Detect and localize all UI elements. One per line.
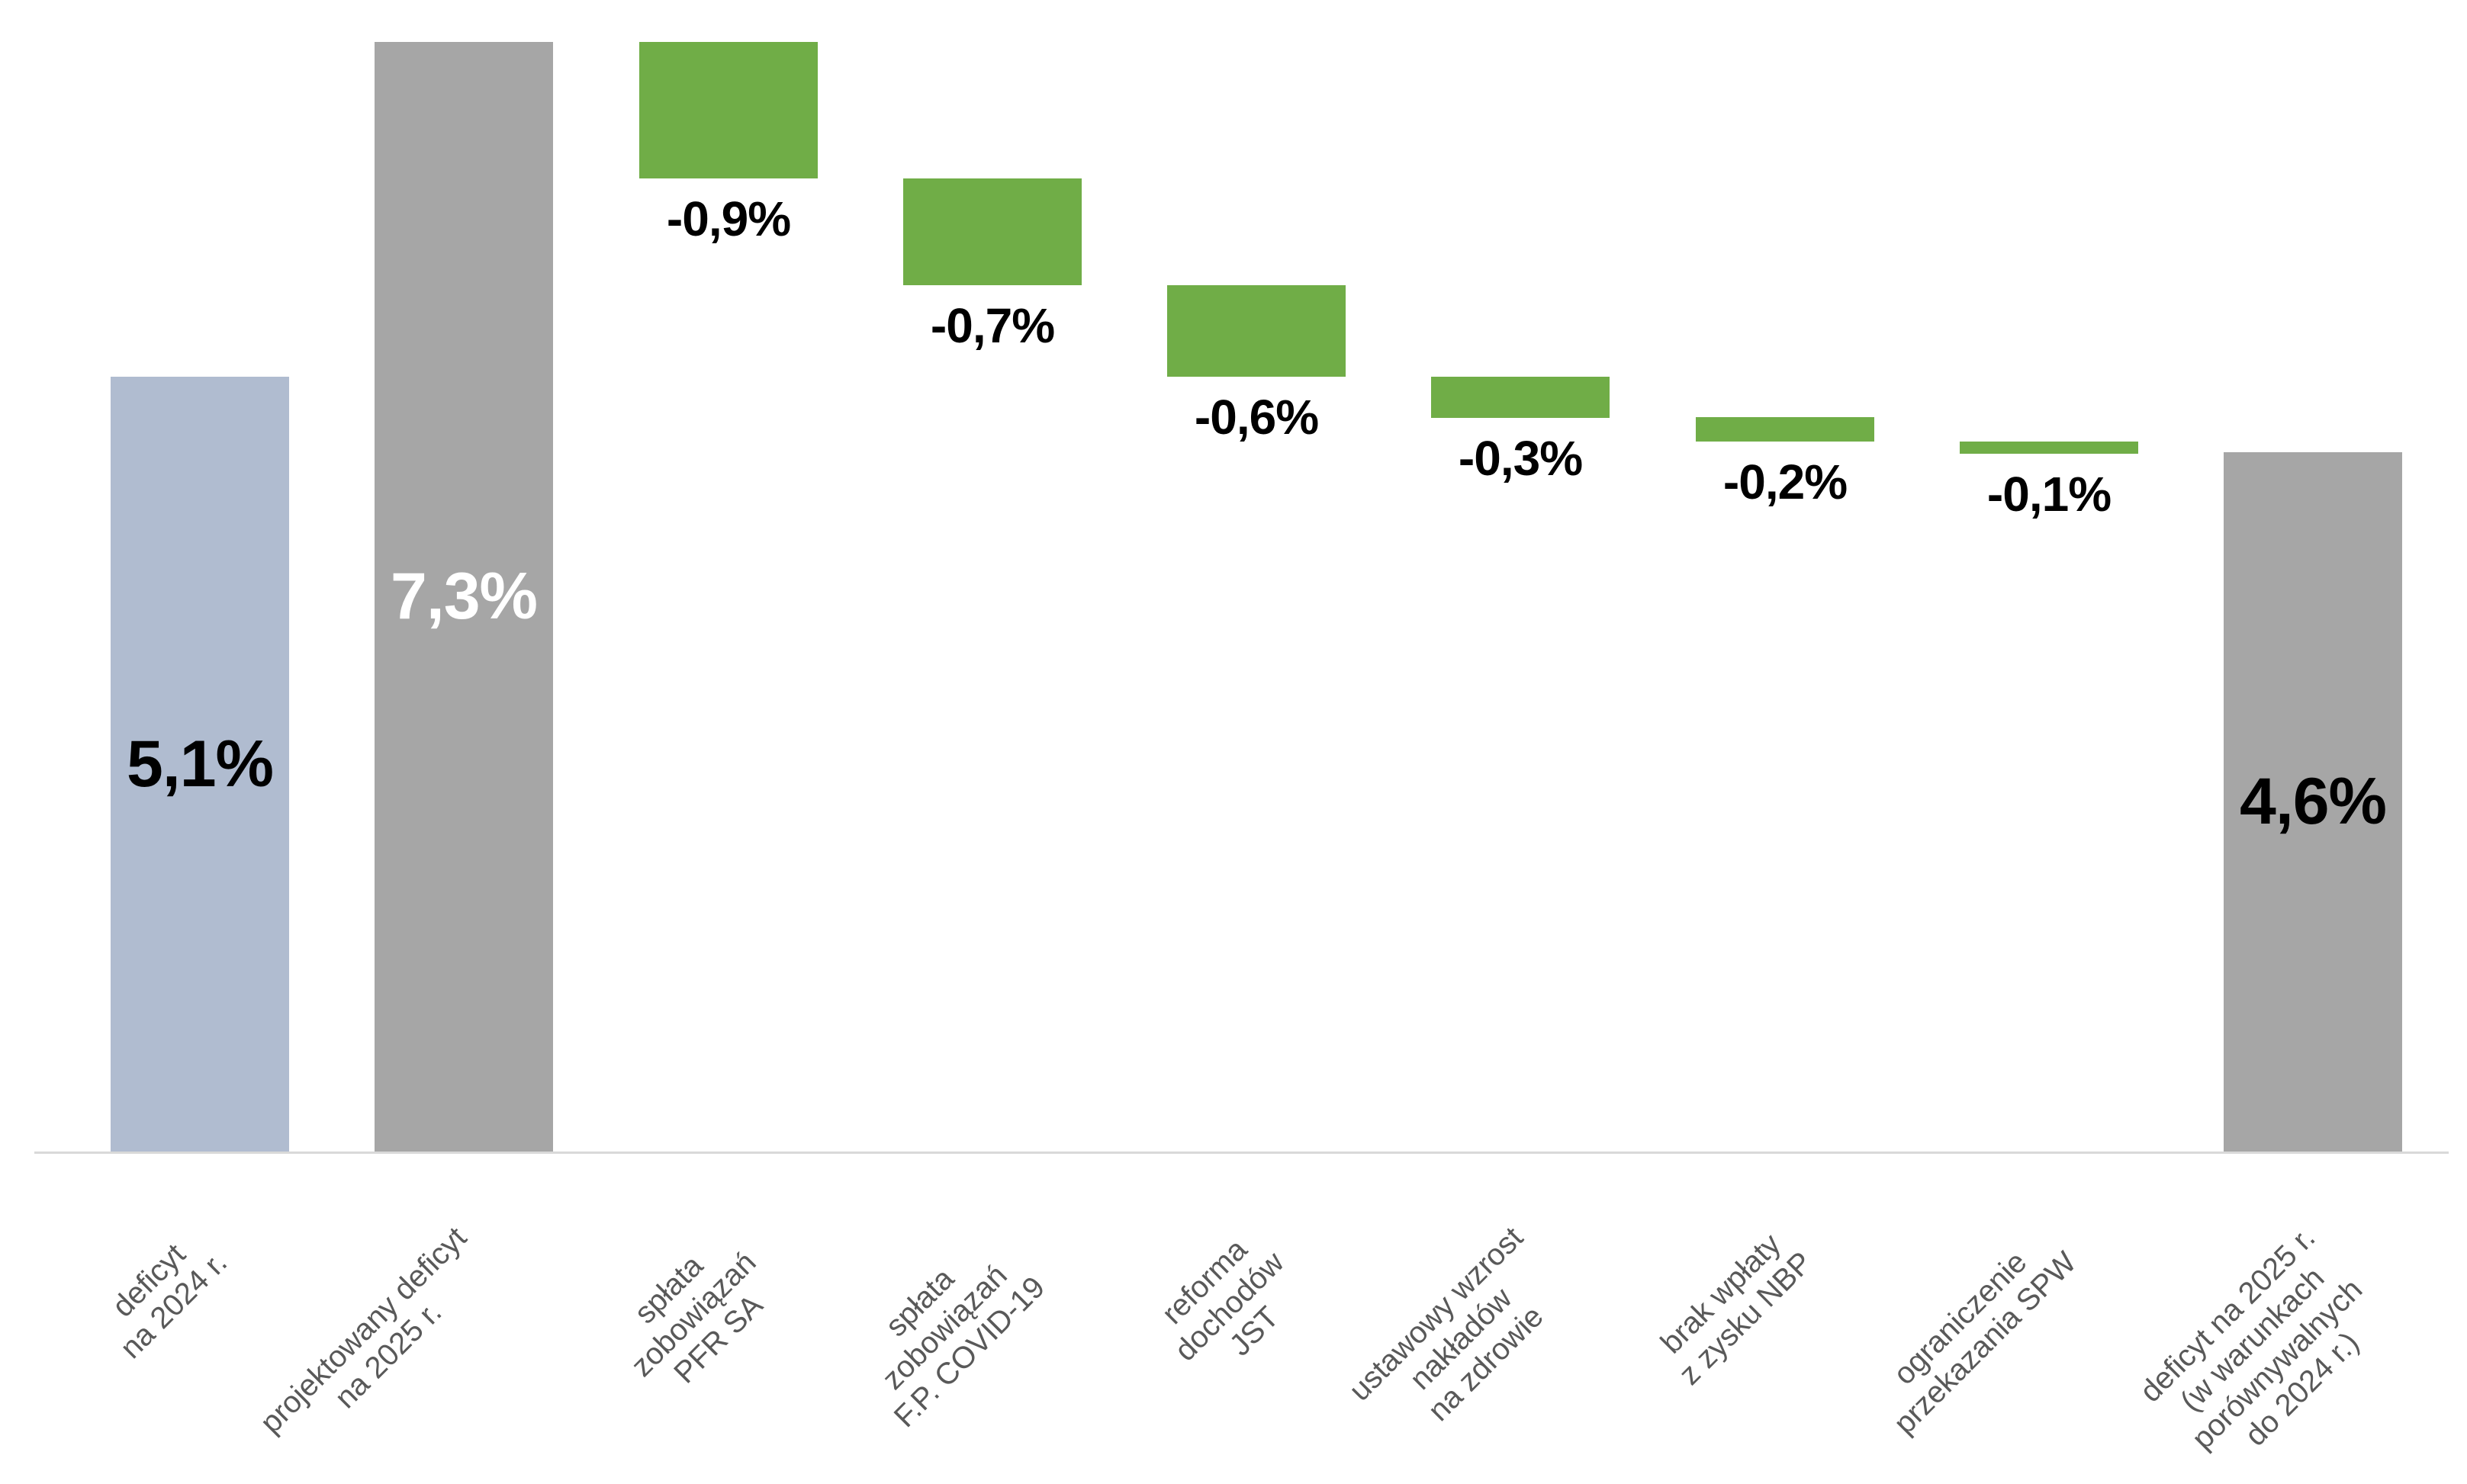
x-label-text: deficyt na 2024 r. — [88, 1220, 234, 1366]
value-label-deficyt-2024: 5,1% — [126, 727, 274, 801]
x-label-text: spłata zobowiązań F.P. COVID-19 — [838, 1220, 1052, 1434]
x-label-text: ograniczenie przekazania SPW — [1862, 1220, 2083, 1441]
bar-reforma-dochodow-jst — [1167, 285, 1346, 377]
value-label-splata-zobowiazan-pfr-sa: -0,9% — [666, 191, 791, 246]
value-label-splata-zobowiazan-fp-covid-19: -0,7% — [930, 298, 1055, 353]
x-label-text: brak wpłaty z zysku NBP — [1648, 1220, 1819, 1392]
value-label-ustawowy-wzrost-nakladow-na-zdrowie: -0,3% — [1458, 431, 1583, 486]
x-label-text: deficyt na 2025 r. (w warunkach porównywal… — [2134, 1220, 2398, 1484]
bar-projektowany-deficyt-2025 — [375, 42, 553, 1152]
x-label-line: na 2025 r. — [328, 1295, 449, 1415]
value-label-deficyt-2025-porownywalny: 4,6% — [2239, 765, 2387, 838]
bar-splata-zobowiazan-fp-covid-19 — [903, 178, 1082, 285]
value-label-ograniczenie-przekazania-spw: -0,1% — [1986, 467, 2112, 522]
bar-splata-zobowiazan-pfr-sa — [639, 42, 818, 178]
x-label-text: ustawowy wzrost nakładów na zdrowie — [1342, 1220, 1579, 1457]
x-label-text: projektowany deficyt na 2025 r. — [253, 1220, 498, 1465]
bar-ustawowy-wzrost-nakladow-na-zdrowie — [1431, 377, 1610, 418]
bar-deficyt-2025-porownywalny — [2224, 452, 2402, 1152]
bar-ograniczenie-przekazania-spw — [1960, 442, 2138, 454]
bar-brak-wplaty-z-zysku-nbp — [1696, 417, 1874, 442]
value-label-brak-wplaty-z-zysku-nbp: -0,2% — [1722, 455, 1848, 509]
x-axis-line — [34, 1152, 2449, 1154]
x-label-text: reforma dochodów JST — [1143, 1220, 1316, 1393]
x-label-text: spłata zobowiązań PFR SA — [600, 1220, 788, 1409]
value-label-reforma-dochodow-jst: -0,6% — [1194, 390, 1319, 445]
bar-deficyt-2024 — [111, 377, 289, 1152]
x-label-line: projektowany deficyt — [253, 1220, 473, 1441]
value-label-projektowany-deficyt-2025: 7,3% — [390, 560, 538, 633]
